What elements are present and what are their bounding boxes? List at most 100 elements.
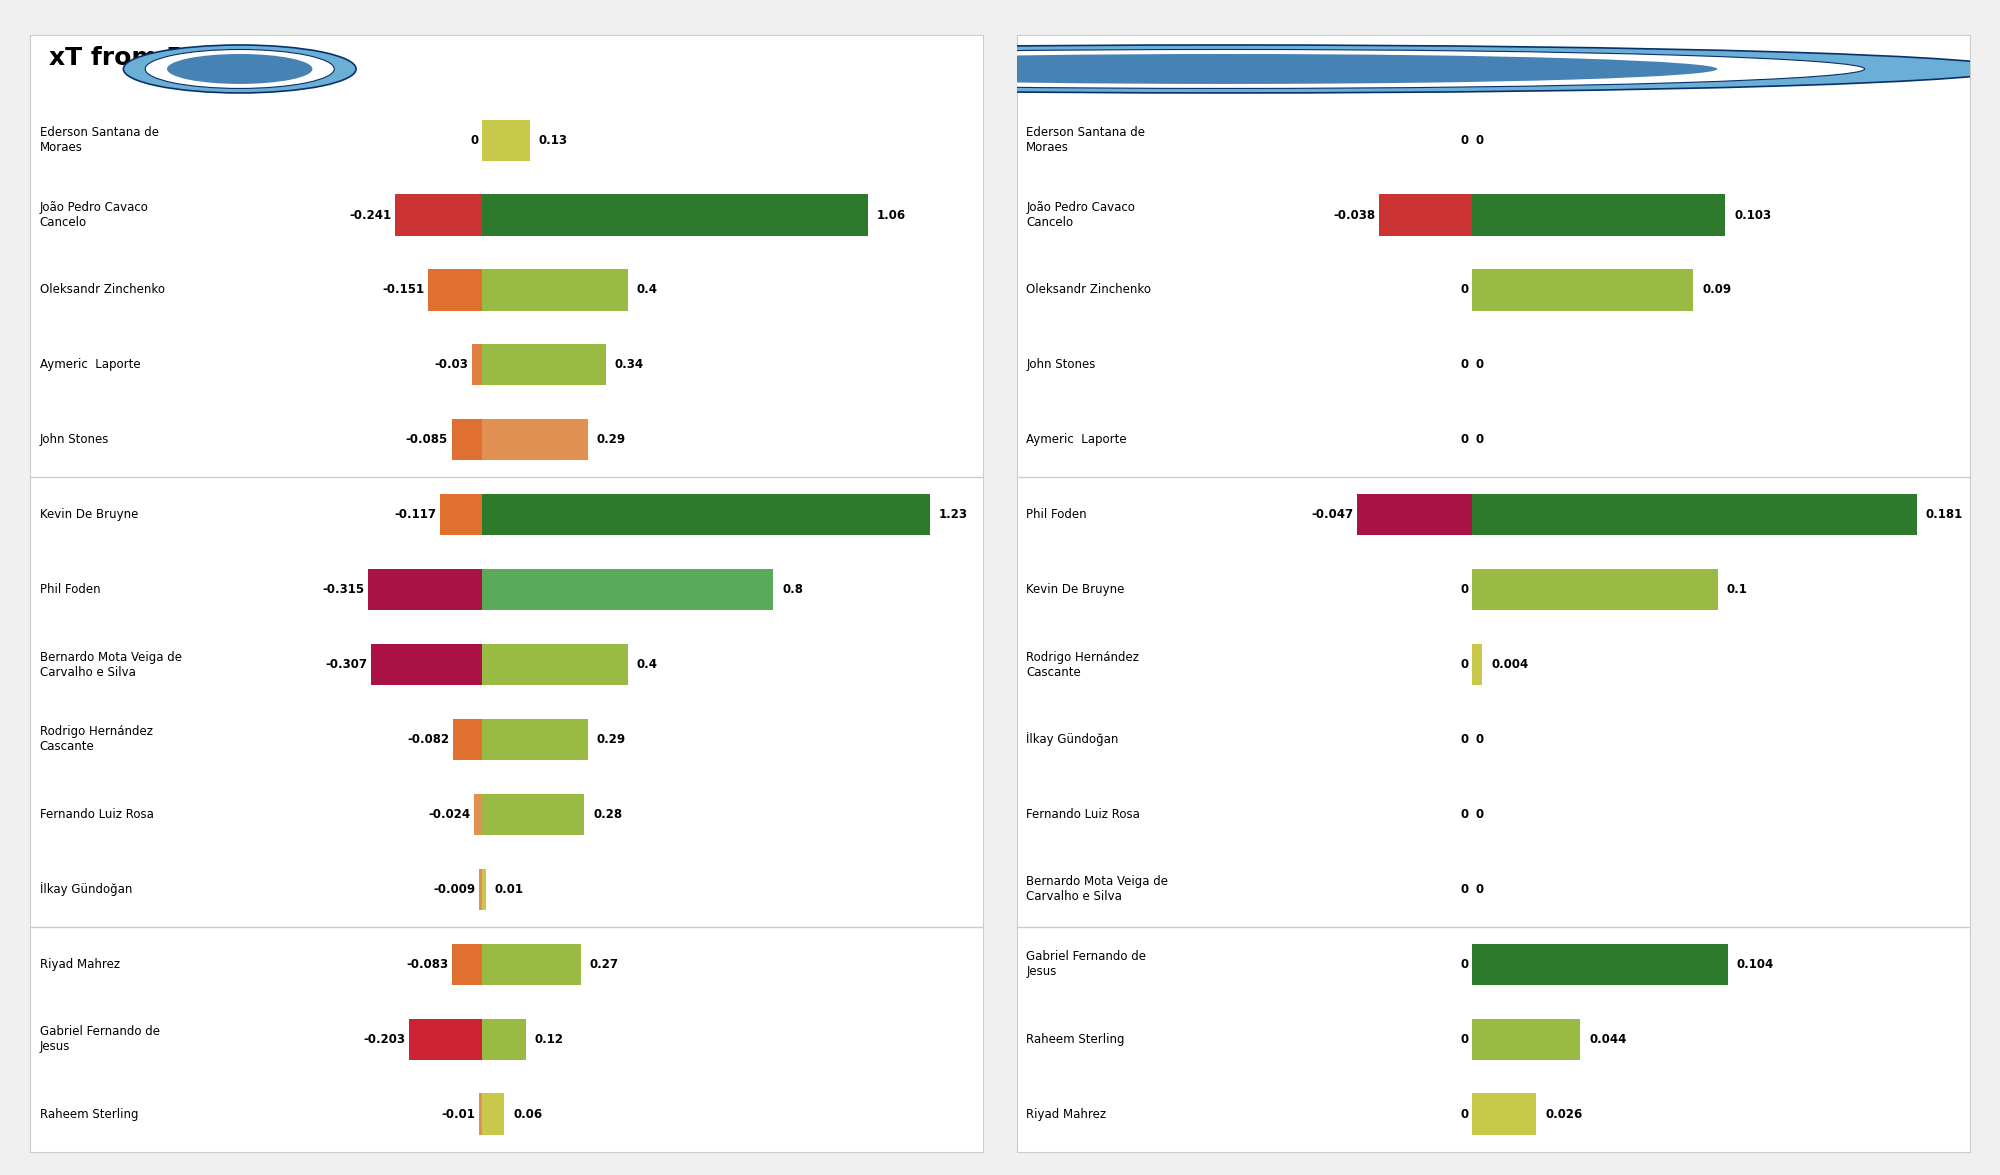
Text: Bernardo Mota Veiga de
Carvalho e Silva: Bernardo Mota Veiga de Carvalho e Silva	[1026, 875, 1168, 904]
Text: -0.203: -0.203	[364, 1033, 406, 1046]
Text: Raheem Sterling: Raheem Sterling	[1026, 1033, 1124, 1046]
Text: Aymeric  Laporte: Aymeric Laporte	[1026, 434, 1126, 446]
Text: 0: 0	[1476, 434, 1484, 446]
Text: Kevin De Bruyne: Kevin De Bruyne	[1026, 583, 1124, 596]
Bar	[1472, 569, 1718, 610]
Text: 0.29: 0.29	[596, 434, 626, 446]
Text: 0.29: 0.29	[596, 733, 626, 746]
Text: 0.004: 0.004	[1492, 658, 1528, 671]
Bar	[428, 269, 482, 310]
Text: -0.151: -0.151	[382, 283, 424, 296]
Text: 0.06: 0.06	[514, 1108, 542, 1121]
Bar	[482, 719, 588, 760]
Bar	[482, 794, 584, 835]
Text: 0.104: 0.104	[1736, 958, 1774, 971]
Bar	[368, 569, 482, 610]
Text: Oleksandr Zinchenko: Oleksandr Zinchenko	[1026, 283, 1152, 296]
Text: -0.315: -0.315	[322, 583, 364, 596]
Text: 0: 0	[1460, 358, 1468, 371]
Bar	[1472, 1019, 1580, 1060]
Bar	[440, 495, 482, 536]
Text: João Pedro Cavaco
Cancelo: João Pedro Cavaco Cancelo	[1026, 201, 1136, 229]
Text: 0: 0	[470, 134, 478, 147]
Text: -0.085: -0.085	[406, 434, 448, 446]
Text: xT from Passes: xT from Passes	[50, 47, 262, 70]
Text: 0.13: 0.13	[538, 134, 568, 147]
Bar	[482, 194, 868, 236]
Bar	[482, 419, 588, 461]
Text: -0.117: -0.117	[394, 509, 436, 522]
Text: İlkay Gündoğan: İlkay Gündoğan	[1026, 732, 1118, 746]
Bar	[482, 1019, 526, 1060]
Bar	[478, 1094, 482, 1135]
Text: 0.026: 0.026	[1546, 1108, 1582, 1121]
Bar	[482, 269, 628, 310]
Circle shape	[124, 45, 356, 93]
Text: 1.06: 1.06	[876, 208, 906, 222]
Text: Ederson Santana de
Moraes: Ederson Santana de Moraes	[40, 126, 158, 154]
Bar	[482, 344, 606, 385]
Text: 0: 0	[1460, 1033, 1468, 1046]
Text: Raheem Sterling: Raheem Sterling	[40, 1108, 138, 1121]
Text: Phil Foden: Phil Foden	[1026, 509, 1086, 522]
Text: -0.241: -0.241	[350, 208, 392, 222]
Bar	[394, 194, 482, 236]
Text: 0: 0	[1460, 658, 1468, 671]
Text: 0.181: 0.181	[1926, 509, 1962, 522]
Bar	[482, 868, 486, 909]
Text: 1.23: 1.23	[938, 509, 968, 522]
Text: 0: 0	[1476, 733, 1484, 746]
Text: 0: 0	[1460, 882, 1468, 895]
Text: Gabriel Fernando de
Jesus: Gabriel Fernando de Jesus	[1026, 951, 1146, 979]
Bar	[482, 120, 530, 161]
Text: -0.083: -0.083	[406, 958, 448, 971]
Text: 0.28: 0.28	[594, 808, 622, 821]
Text: -0.038: -0.038	[1334, 208, 1376, 222]
Text: 0: 0	[1476, 808, 1484, 821]
Bar	[474, 794, 482, 835]
Text: İlkay Gündoğan: İlkay Gündoğan	[40, 882, 132, 897]
Text: 0.4: 0.4	[636, 283, 658, 296]
Bar	[1380, 194, 1472, 236]
Text: 0.34: 0.34	[614, 358, 644, 371]
Bar	[1472, 1094, 1536, 1135]
Text: 0: 0	[1460, 808, 1468, 821]
Bar	[370, 644, 482, 685]
Text: Fernando Luiz Rosa: Fernando Luiz Rosa	[1026, 808, 1140, 821]
Text: Rodrigo Hernández
Cascante: Rodrigo Hernández Cascante	[1026, 651, 1140, 678]
Text: John Stones: John Stones	[40, 434, 108, 446]
Bar	[1472, 644, 1482, 685]
Text: -0.01: -0.01	[442, 1108, 476, 1121]
Text: Phil Foden: Phil Foden	[40, 583, 100, 596]
Text: 0.1: 0.1	[1726, 583, 1748, 596]
Text: -0.082: -0.082	[408, 733, 450, 746]
Bar	[482, 644, 628, 685]
Text: 0: 0	[1460, 583, 1468, 596]
Text: 0.09: 0.09	[1702, 283, 1732, 296]
Text: 0: 0	[1476, 358, 1484, 371]
Circle shape	[440, 45, 2000, 93]
Text: Ederson Santana de
Moraes: Ederson Santana de Moraes	[1026, 126, 1146, 154]
Text: 0: 0	[1460, 1108, 1468, 1121]
Text: Bernardo Mota Veiga de
Carvalho e Silva: Bernardo Mota Veiga de Carvalho e Silva	[40, 651, 182, 678]
Text: João Pedro Cavaco
Cancelo: João Pedro Cavaco Cancelo	[40, 201, 148, 229]
Bar	[482, 569, 774, 610]
Text: Riyad Mahrez: Riyad Mahrez	[40, 958, 120, 971]
Text: Gabriel Fernando de
Jesus: Gabriel Fernando de Jesus	[40, 1025, 160, 1053]
Text: Aymeric  Laporte: Aymeric Laporte	[40, 358, 140, 371]
Text: 0.4: 0.4	[636, 658, 658, 671]
Bar	[482, 495, 930, 536]
Bar	[482, 1094, 504, 1135]
Text: -0.009: -0.009	[434, 882, 476, 895]
Circle shape	[168, 54, 312, 83]
Bar	[482, 944, 580, 985]
Text: 0: 0	[1476, 882, 1484, 895]
Text: 0: 0	[1460, 958, 1468, 971]
Text: 0.044: 0.044	[1590, 1033, 1626, 1046]
Text: 0: 0	[1460, 434, 1468, 446]
Text: 0: 0	[1460, 283, 1468, 296]
Bar	[1472, 495, 1916, 536]
Bar	[480, 868, 482, 909]
Text: 0: 0	[1460, 134, 1468, 147]
Text: Kevin De Bruyne: Kevin De Bruyne	[40, 509, 138, 522]
